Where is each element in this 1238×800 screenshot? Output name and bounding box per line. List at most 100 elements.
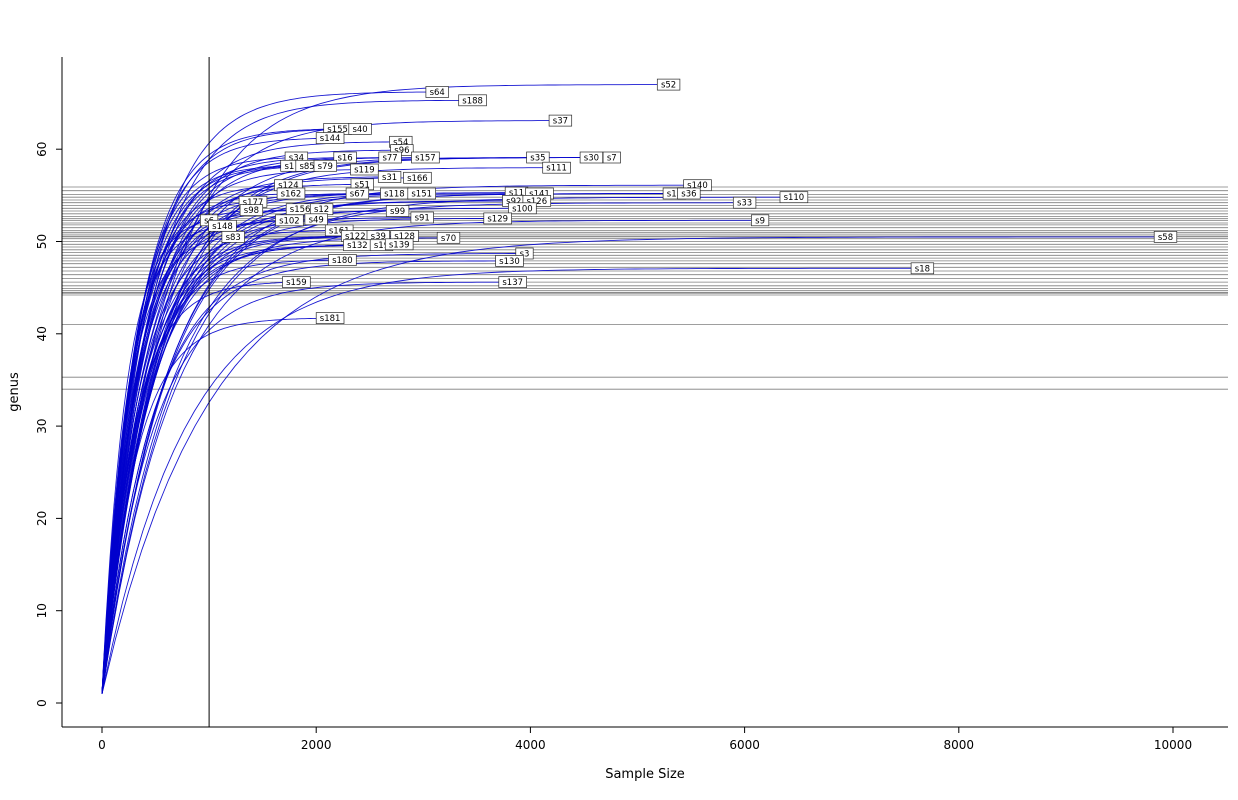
sample-label-text: s79 <box>318 162 333 172</box>
sample-label-text: s85 <box>299 162 314 172</box>
rarefaction-curve <box>101 219 210 694</box>
sample-label-text: s33 <box>737 199 752 209</box>
y-tick-label: 20 <box>35 511 49 526</box>
sample-label: s91 <box>410 211 434 224</box>
sample-label: s33 <box>732 196 757 209</box>
sample-label: s18 <box>910 262 935 275</box>
sample-label-box <box>407 187 436 200</box>
rarefaction-curve <box>101 236 1166 694</box>
sample-label-box <box>221 231 245 243</box>
sample-label-box <box>751 214 770 227</box>
x-tick-label: 6000 <box>729 738 760 752</box>
sample-label-box <box>483 212 512 225</box>
sample-label-box <box>410 211 434 224</box>
sample-label-text: s16 <box>337 154 352 164</box>
rarefaction-curve <box>101 317 331 694</box>
sample-label-box <box>328 254 357 266</box>
sample-label-text: s64 <box>430 88 445 98</box>
sample-label-box <box>677 187 701 200</box>
sample-label: s35 <box>526 151 550 164</box>
sample-label-text: s40 <box>352 125 367 135</box>
sample-label-text: s151 <box>411 190 432 200</box>
rarefaction-curve <box>101 209 252 694</box>
sample-label: s188 <box>458 94 487 106</box>
sample-label: s98 <box>239 204 264 216</box>
axes: 0 2000 4000 6000 8000 10000 0 10 20 30 40 50 60 <box>35 57 1228 752</box>
sample-label-text: s129 <box>487 214 508 224</box>
sample-label: s119 <box>350 163 379 176</box>
sample-label-box <box>315 132 345 144</box>
y-axis-title: genus <box>7 372 22 412</box>
sample-label-box <box>542 161 571 174</box>
sample-label-box <box>390 144 414 156</box>
rarefaction-curve <box>101 193 540 694</box>
sample-label: s9 <box>751 214 770 227</box>
sample-label-box <box>275 214 304 227</box>
sample-label-text: s12 <box>314 205 329 215</box>
sample-label-box <box>526 151 550 164</box>
sample-label-text: s181 <box>320 314 341 324</box>
y-tick-label: 0 <box>35 699 49 707</box>
sample-label-text: s30 <box>584 154 599 164</box>
y-tick-label: 40 <box>35 326 49 341</box>
sample-label-text: s180 <box>332 256 353 266</box>
sample-label-text: s1 <box>284 162 294 172</box>
sample-label: s162 <box>276 187 306 200</box>
rarefaction-curve <box>101 193 675 694</box>
sample-label-text: s98 <box>244 206 259 216</box>
sample-label: s3 <box>515 247 534 260</box>
sample-label-text: s91 <box>415 214 430 224</box>
sample-label: s148 <box>208 219 237 232</box>
sample-label-box <box>333 151 357 164</box>
sample-label-text: s166 <box>407 174 428 184</box>
rarefaction-curve <box>101 259 343 694</box>
sample-label: s110 <box>779 191 809 203</box>
sample-label-box <box>348 123 372 135</box>
sample-label-text: s100 <box>512 204 533 214</box>
sample-label-box <box>315 312 345 324</box>
sample-label: s111 <box>542 161 571 174</box>
sample-label-box <box>425 86 449 98</box>
sample-label-box <box>378 151 402 164</box>
sample-label-box <box>515 247 534 260</box>
sample-label-box <box>602 151 621 164</box>
x-axis-title: Sample Size <box>605 767 685 782</box>
sample-label-text: s51 <box>355 180 370 190</box>
sample-label-text: s128 <box>394 232 415 242</box>
sample-label-box <box>377 171 402 183</box>
sample-label: s52 <box>656 78 681 91</box>
sample-label: s58 <box>1153 231 1178 243</box>
sample-label-text: s126 <box>526 197 547 207</box>
rarefaction-curve <box>101 217 423 694</box>
rarefaction-curve <box>101 225 223 694</box>
x-tick-label: 0 <box>98 738 106 752</box>
sample-label: s49 <box>304 213 328 225</box>
sample-label-text: s67 <box>350 190 365 200</box>
sample-label-box <box>910 262 935 275</box>
rarefaction-curve <box>101 281 297 694</box>
sample-label-text: s119 <box>354 166 375 176</box>
sample-label-text: s155 <box>327 125 348 135</box>
sample-label-box <box>385 205 410 217</box>
x-tick-label: 8000 <box>944 738 975 752</box>
sample-label: s77 <box>378 151 402 164</box>
sample-label-text: s37 <box>553 117 568 127</box>
sample-label: s130 <box>495 255 524 267</box>
sample-label: s36 <box>677 187 701 200</box>
sample-label: s67 <box>345 187 370 200</box>
sample-label: s31 <box>377 171 402 183</box>
sample-label: s180 <box>328 254 357 266</box>
sample-label-box <box>282 276 311 288</box>
sample-label-box <box>522 195 552 207</box>
sample-label-text: s110 <box>784 193 805 203</box>
sample-label: s40 <box>348 123 372 135</box>
y-tick-label: 10 <box>35 603 49 618</box>
sample-label-text: s111 <box>546 164 567 174</box>
rarefaction-curve <box>101 219 761 694</box>
sample-label-box <box>411 151 440 164</box>
rarefaction-curve <box>101 229 340 694</box>
sample-label-text: s54 <box>393 138 408 148</box>
sample-label-text: s39 <box>371 232 386 242</box>
